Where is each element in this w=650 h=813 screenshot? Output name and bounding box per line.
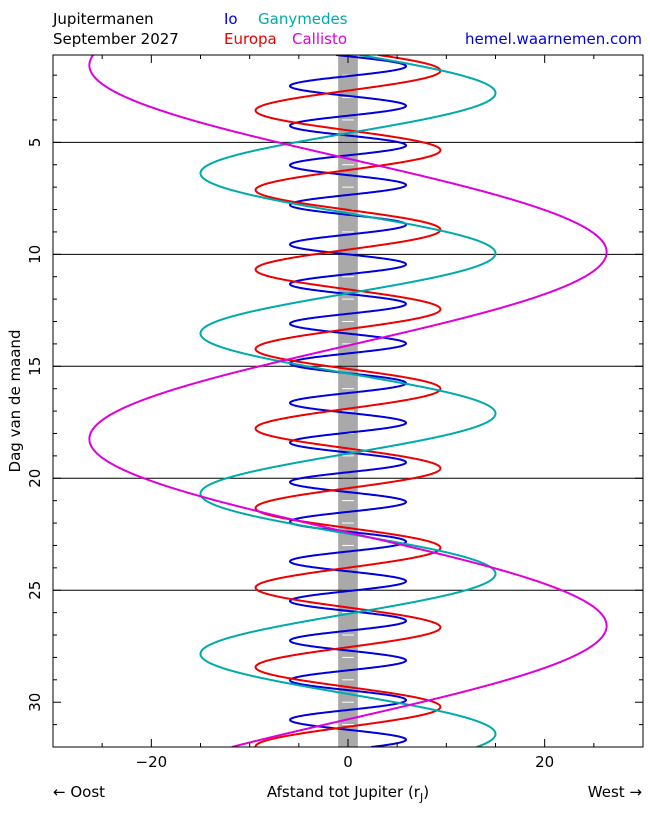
orbit-curve-callisto bbox=[88, 55, 608, 747]
y-tick-label: 15 bbox=[26, 357, 44, 376]
y-tick-label: 10 bbox=[26, 245, 44, 264]
x-tick-label: −20 bbox=[136, 753, 168, 771]
y-tick-label: 25 bbox=[26, 581, 44, 600]
legend-ganymedes: Ganymedes bbox=[258, 10, 348, 28]
x-tick-label: 0 bbox=[343, 753, 353, 771]
legend-io: Io bbox=[224, 10, 238, 28]
x-tick-label: 20 bbox=[535, 753, 554, 771]
x-axis-label: Afstand tot Jupiter (rJ) bbox=[267, 783, 429, 804]
y-tick-label: 20 bbox=[26, 469, 44, 488]
chart-title-line1: Jupitermanen bbox=[53, 10, 154, 28]
website-link[interactable]: hemel.waarnemen.com bbox=[465, 30, 642, 48]
orbit-curve-europa bbox=[254, 55, 442, 747]
y-tick-label: 5 bbox=[26, 138, 44, 148]
orbit-curve-ganymedes bbox=[199, 55, 497, 747]
y-tick-label: 30 bbox=[26, 693, 44, 712]
y-axis-label: Dag van de maand bbox=[6, 330, 24, 473]
jupiter-band bbox=[338, 55, 358, 747]
west-direction-label: West → bbox=[587, 783, 642, 801]
legend-callisto: Callisto bbox=[292, 30, 348, 48]
legend-europa: Europa bbox=[224, 30, 277, 48]
east-direction-label: ← Oost bbox=[53, 783, 106, 801]
orbit-curve-io bbox=[288, 55, 408, 747]
chart-title-line2: September 2027 bbox=[53, 30, 179, 48]
